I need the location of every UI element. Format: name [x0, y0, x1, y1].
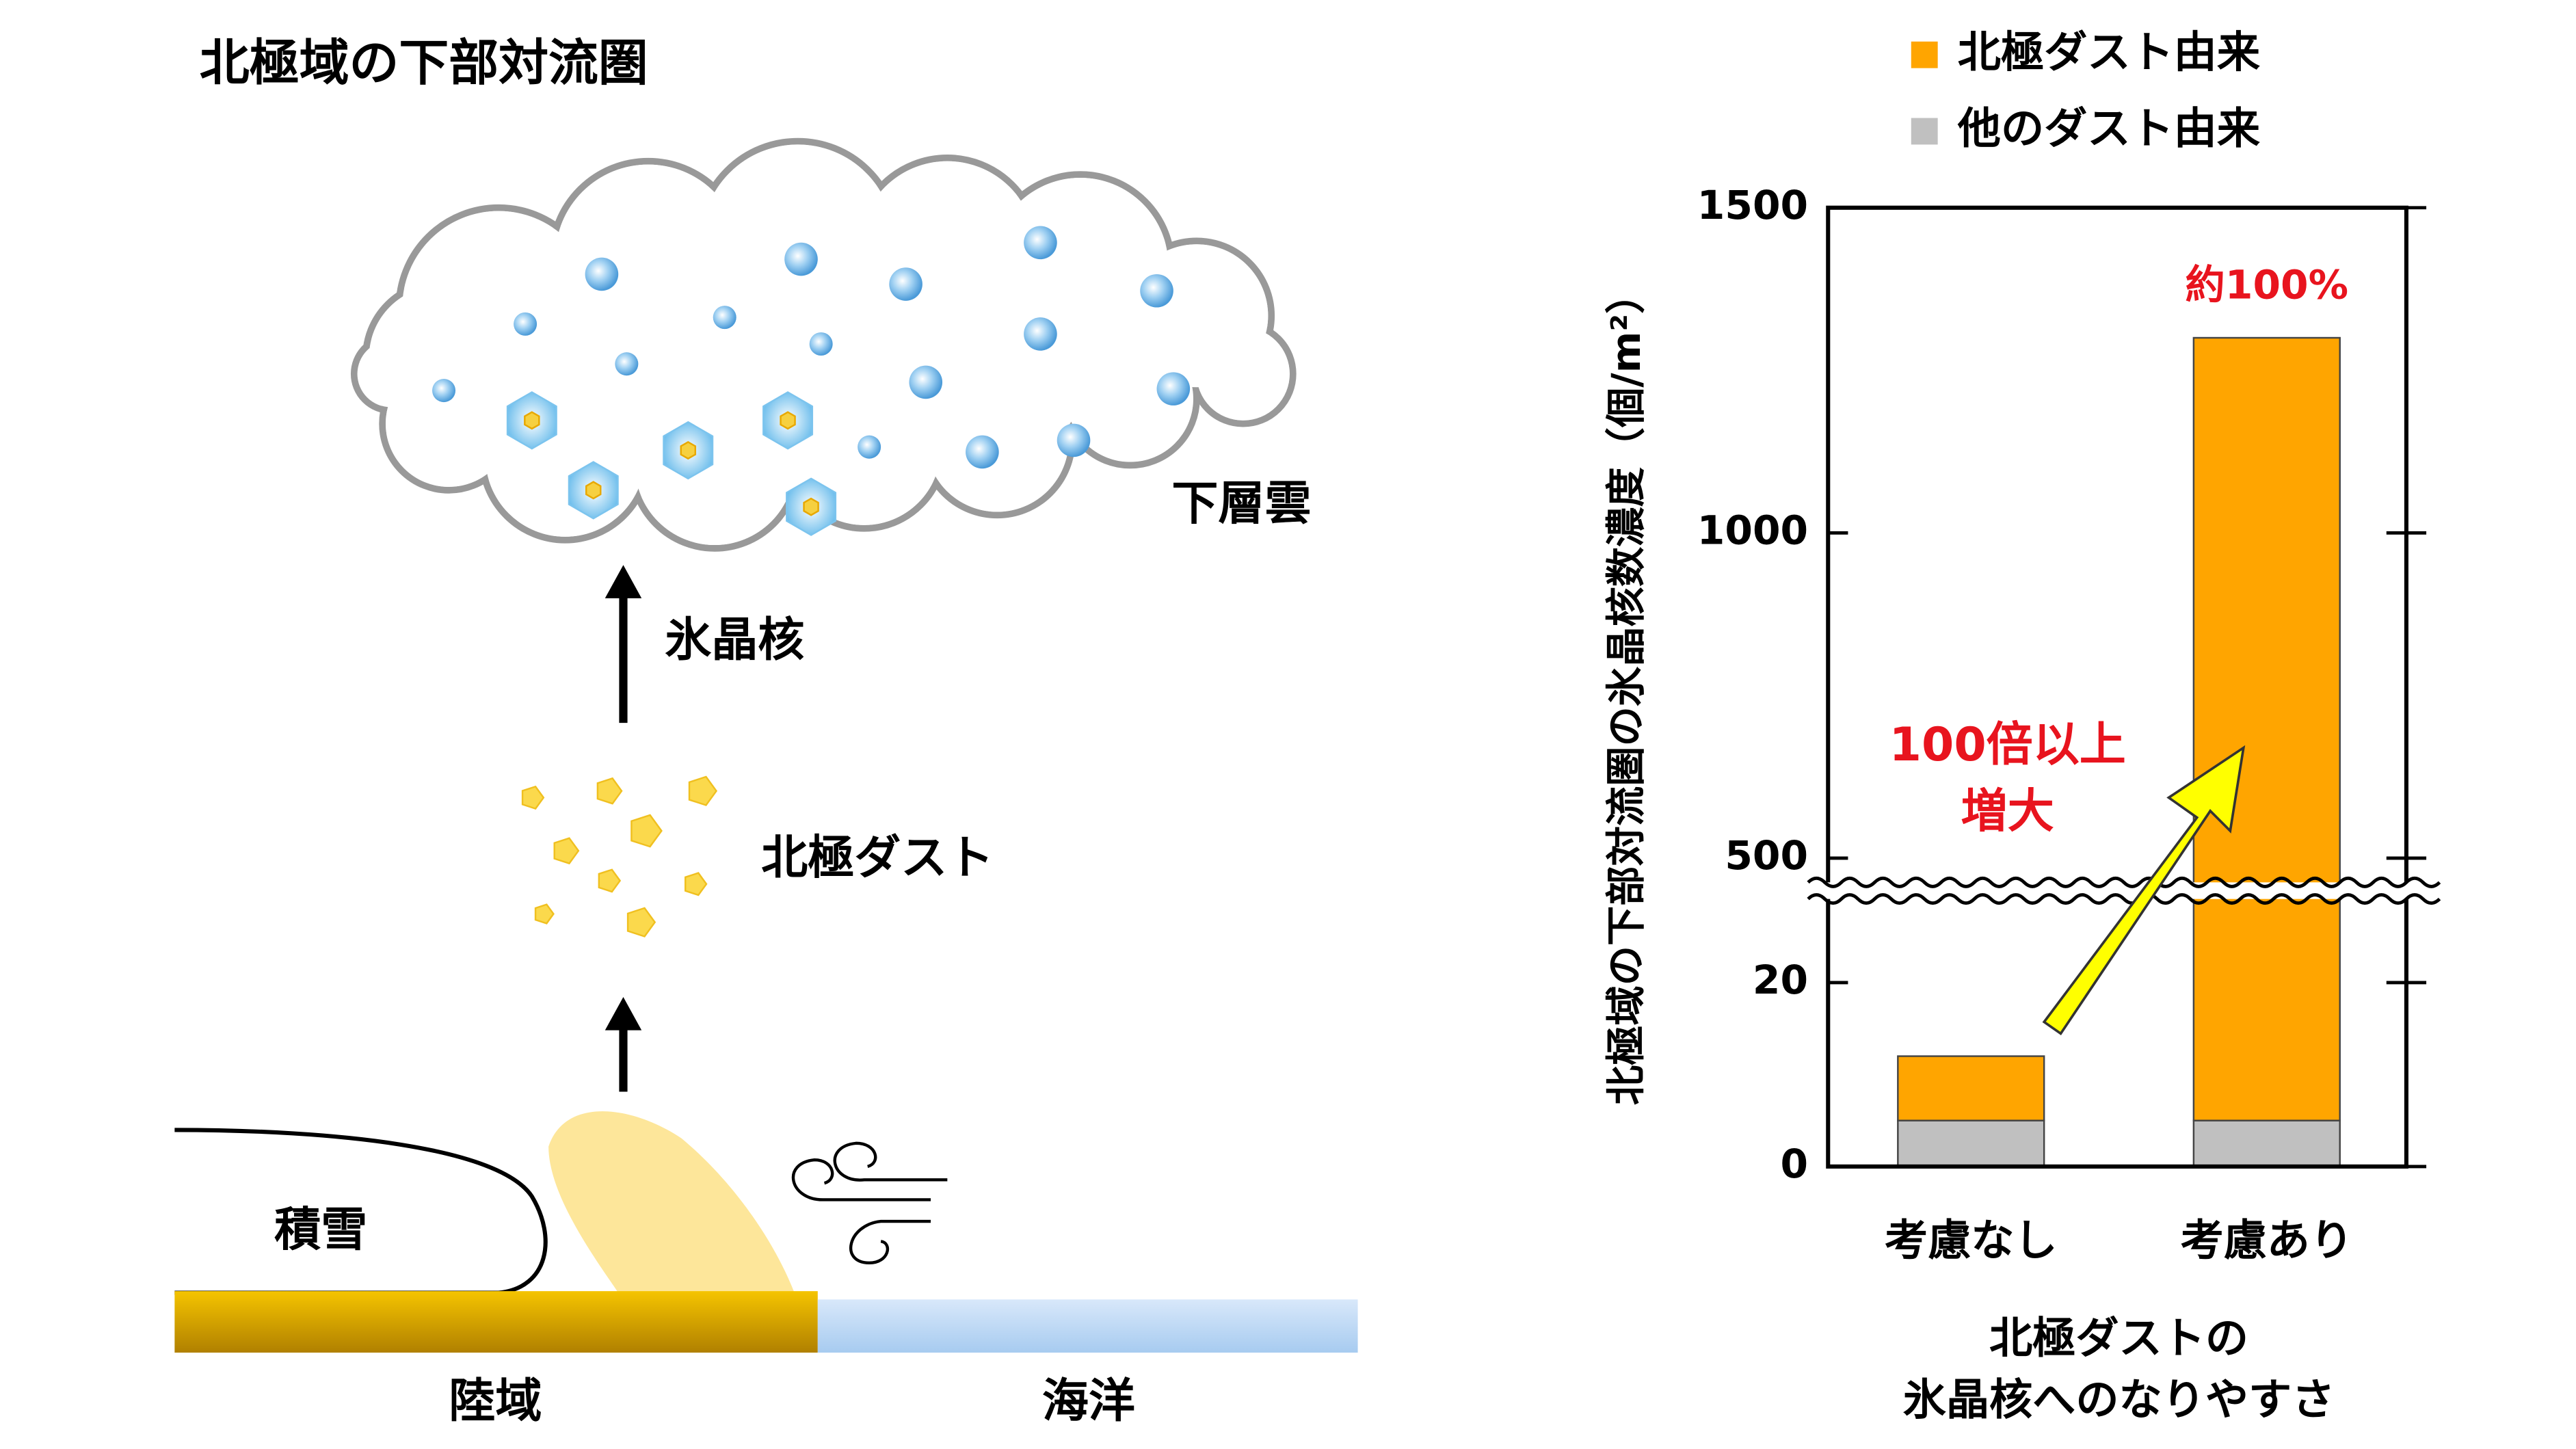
- annotation: 増大: [1961, 784, 2054, 838]
- ocean: [817, 1299, 1358, 1353]
- droplet: [585, 257, 619, 291]
- ice-nucleus: [803, 497, 819, 516]
- x-tick-label: 考慮なし: [1885, 1214, 2058, 1265]
- axis-break-line: [1807, 893, 2441, 905]
- x-tick-label: 考慮あり: [2180, 1214, 2353, 1265]
- dust-particle: [598, 868, 622, 893]
- arrow-label: 氷晶核: [665, 613, 804, 667]
- droplet: [615, 352, 639, 376]
- cloud-fill: [1196, 327, 1290, 421]
- y-tick-label: 1000: [1697, 507, 1808, 553]
- y-tick-label: 0: [1781, 1141, 1809, 1187]
- droplet: [909, 365, 943, 399]
- dust-particle: [521, 785, 545, 810]
- wind-icon: [791, 1141, 948, 1265]
- legend-swatch: [1911, 41, 1938, 68]
- annotation: 約100%: [2186, 262, 2348, 308]
- legend-label: 北極ダスト由来: [1958, 27, 2260, 77]
- droplet: [889, 267, 922, 301]
- bar: [1897, 1055, 2045, 1121]
- ice-nucleus: [585, 481, 602, 500]
- dust-particle: [534, 903, 555, 925]
- droplet: [809, 332, 833, 356]
- plot-frame: [1826, 205, 2408, 1169]
- dust-particle: [684, 872, 708, 896]
- dust: [521, 775, 718, 938]
- dust-label: 北極ダスト: [761, 831, 994, 885]
- droplet: [432, 379, 456, 403]
- bar: [2192, 1119, 2341, 1168]
- droplet: [784, 242, 818, 276]
- droplet: [514, 312, 537, 336]
- cloud-label: 下層雲: [1171, 477, 1311, 531]
- bar: [1897, 1119, 2045, 1168]
- droplet: [1140, 274, 1173, 308]
- droplet: [1024, 226, 1057, 260]
- land: [174, 1291, 818, 1353]
- cloud-fill: [1067, 335, 1193, 462]
- dust-plume: [548, 1111, 795, 1293]
- dust-particle: [630, 814, 663, 848]
- bar: [2192, 336, 2341, 1121]
- ice-nucleus: [780, 411, 796, 430]
- droplet: [1156, 372, 1191, 406]
- legend-label: 他のダスト由来: [1957, 103, 2260, 154]
- y-tick-label: 20: [1753, 957, 1808, 1003]
- dust-particle: [626, 907, 656, 938]
- dust-particle: [596, 777, 623, 805]
- diagram-title: 北極域の下部対流圏: [200, 34, 648, 92]
- annotation: 100倍以上: [1889, 718, 2126, 772]
- droplet: [1024, 317, 1057, 351]
- droplet: [713, 306, 736, 330]
- droplet: [966, 435, 999, 469]
- cloud: [350, 137, 1297, 552]
- x-axis-title: 北極ダストの: [1989, 1313, 2248, 1364]
- arrow: [605, 997, 642, 1092]
- y-tick-label: 1500: [1697, 182, 1808, 228]
- increase-arrow: [2042, 745, 2246, 1036]
- dust-particle: [553, 837, 580, 865]
- snow-label: 積雪: [274, 1204, 367, 1258]
- land-label: 陸域: [449, 1374, 542, 1428]
- arrow: [605, 565, 642, 723]
- droplet: [1057, 423, 1091, 457]
- legend-swatch: [1911, 118, 1938, 145]
- y-tick-label: 500: [1725, 832, 1808, 879]
- ice-nucleus: [680, 440, 696, 460]
- axis-break-line: [1807, 876, 2441, 888]
- x-axis-title: 氷晶核へのなりやすさ: [1903, 1374, 2335, 1425]
- y-axis-title: 北極域の下部対流圏の氷晶核数濃度（個/m²）: [1603, 274, 1649, 1106]
- snow: [174, 1128, 548, 1295]
- dust-particle: [688, 775, 718, 806]
- ice-nucleus: [524, 411, 540, 430]
- ocean-label: 海洋: [1042, 1374, 1135, 1428]
- droplet: [858, 435, 881, 459]
